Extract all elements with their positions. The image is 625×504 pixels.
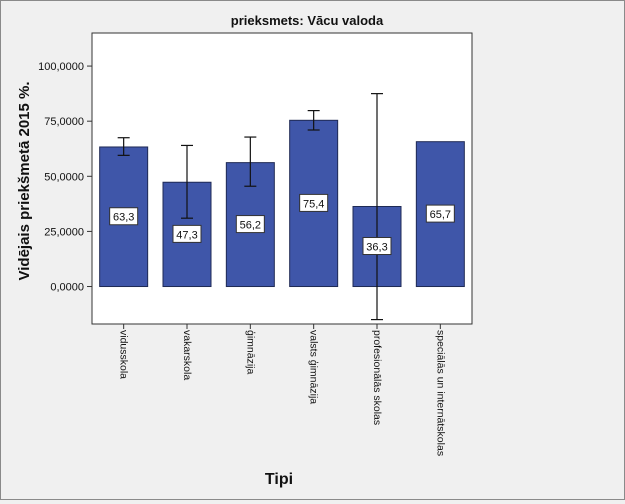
plot-background — [91, 32, 473, 325]
x-tick-label: vidusskola — [118, 330, 130, 379]
data-label-box — [299, 193, 329, 212]
x-tick-label: profesionālās skolas — [371, 330, 383, 425]
chart-title: prieksmets: Vācu valoda — [231, 13, 384, 28]
x-axis-label: Tipi — [265, 471, 293, 488]
data-label: 36,3 — [366, 242, 387, 254]
y-axis-label: Vidējais priekšmetā 2015 %. — [16, 81, 33, 280]
data-label: 75,4 — [303, 198, 324, 210]
x-tick-label: speciālās un internātskolas — [434, 330, 446, 456]
data-label: 65,7 — [430, 209, 451, 221]
y-tick-label: 75,0000 — [44, 116, 84, 128]
data-label-box — [425, 204, 455, 223]
x-tick-label: vakarskola — [181, 330, 193, 380]
plot-area: 0,0000 25,0000 50,0000 75,0000 100,0000 63,3 v… — [38, 32, 473, 456]
x-tick-label: ģimnāzija — [244, 330, 257, 375]
data-label-box — [172, 224, 202, 243]
x-tick-label: valsts ģimnāzija — [308, 330, 321, 404]
data-label-box — [235, 215, 265, 234]
y-tick-label: 100,0000 — [38, 61, 84, 73]
data-label-box — [109, 207, 139, 226]
data-label: 63,3 — [113, 212, 134, 224]
data-label: 56,2 — [240, 220, 261, 232]
data-label-box — [362, 237, 392, 256]
y-tick-label: 50,0000 — [44, 171, 84, 183]
data-label: 47,3 — [176, 229, 197, 241]
y-tick-label: 0,0000 — [50, 282, 84, 294]
y-tick-label: 25,0000 — [44, 226, 84, 238]
